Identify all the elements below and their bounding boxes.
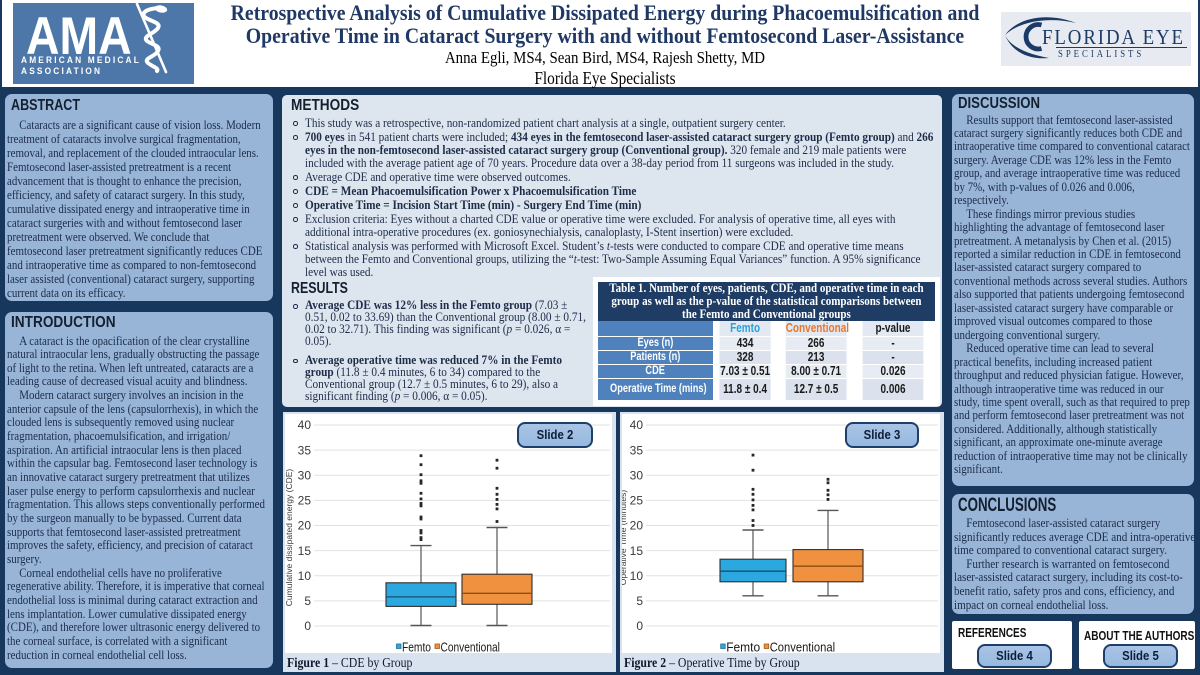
svg-text:10: 10: [630, 569, 644, 583]
svg-text:10: 10: [298, 569, 312, 583]
svg-text:20: 20: [630, 519, 644, 533]
svg-text:30: 30: [630, 469, 644, 483]
svg-text:25: 25: [298, 494, 312, 508]
svg-text:15: 15: [298, 544, 312, 558]
svg-text:Femto: Femto: [726, 641, 760, 654]
svg-text:35: 35: [630, 443, 644, 457]
svg-text:Conventional: Conventional: [770, 641, 835, 654]
svg-text:35: 35: [298, 443, 312, 457]
svg-text:40: 40: [298, 418, 312, 432]
svg-text:25: 25: [630, 494, 644, 508]
svg-text:5: 5: [304, 594, 311, 608]
svg-text:40: 40: [630, 418, 644, 432]
svg-text:Cumulative dissipated energy (: Cumulative dissipated energy (CDE): [285, 469, 294, 607]
svg-text:Conventional: Conventional: [441, 641, 500, 654]
svg-text:0: 0: [636, 619, 643, 633]
svg-text:Femto: Femto: [402, 641, 431, 654]
svg-text:15: 15: [630, 544, 644, 558]
svg-text:30: 30: [298, 469, 312, 483]
svg-text:20: 20: [298, 519, 312, 533]
svg-text:Operative Time (minutes): Operative Time (minutes): [622, 490, 628, 586]
svg-text:5: 5: [636, 594, 643, 608]
svg-text:0: 0: [304, 619, 311, 633]
